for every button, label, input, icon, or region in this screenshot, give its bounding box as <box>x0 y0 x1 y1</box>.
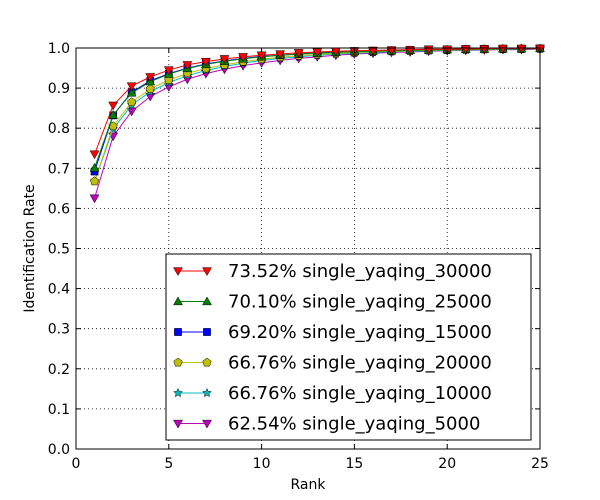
y-axis-label: Identification Rate <box>22 184 38 312</box>
series-line <box>94 47 541 169</box>
legend-label: 66.76% single_yaqing_20000 <box>228 353 492 374</box>
legend-marker <box>173 296 183 306</box>
data-point <box>479 45 490 54</box>
series-group <box>89 43 545 172</box>
axis-ticks: 0 5 10 15 20 25 0.0 0.1 0.2 0.3 0.4 0.5 0.6 0.7 0.8 0.9… <box>48 41 549 472</box>
data-point <box>200 58 211 67</box>
data-point <box>89 176 100 186</box>
legend-marker <box>174 328 182 336</box>
legend-entry: 69.20% single_yaqing_15000 <box>174 322 492 343</box>
legend-marker <box>173 357 183 367</box>
series-group <box>89 45 545 204</box>
series-group <box>89 43 545 186</box>
legend-marker <box>173 267 183 277</box>
legend-marker <box>173 419 183 429</box>
data-point <box>293 49 304 58</box>
series-line <box>94 48 541 199</box>
data-point <box>386 46 397 56</box>
data-point <box>127 97 137 107</box>
y-tick-label: 1.0 <box>48 41 70 57</box>
data-point <box>126 87 137 97</box>
legend-marker <box>202 267 212 277</box>
series-layer <box>89 43 545 204</box>
series-line <box>94 47 540 155</box>
legend-label: 69.20% single_yaqing_15000 <box>228 322 492 343</box>
y-tick-label: 0.0 <box>48 442 70 458</box>
series-line <box>94 47 541 172</box>
data-point <box>238 53 248 62</box>
data-point <box>182 61 193 70</box>
data-point <box>145 84 155 93</box>
legend-label: 66.76% single_yaqing_10000 <box>228 383 492 404</box>
legend-marker <box>202 296 212 306</box>
legend-label: 62.54% single_yaqing_5000 <box>228 414 480 435</box>
legend-entry: 66.76% single_yaqing_20000 <box>173 353 492 374</box>
y-tick-label: 0.4 <box>48 282 70 298</box>
data-point <box>145 73 156 82</box>
x-tick-label: 25 <box>531 456 549 472</box>
x-tick-label: 0 <box>72 456 81 472</box>
legend-entry: 66.76% single_yaqing_10000 <box>173 383 492 404</box>
y-tick-label: 0.6 <box>48 201 70 217</box>
y-tick-label: 0.8 <box>48 121 70 137</box>
y-tick-label: 0.1 <box>48 402 70 418</box>
data-point <box>516 44 527 54</box>
x-tick-label: 20 <box>438 456 456 472</box>
y-tick-label: 0.5 <box>48 242 70 258</box>
data-point <box>460 45 471 54</box>
data-point <box>312 48 323 58</box>
series-group <box>89 44 545 160</box>
legend-label: 73.52% single_yaqing_30000 <box>228 261 492 282</box>
data-point <box>126 82 137 92</box>
data-point <box>219 55 230 64</box>
legend-entry: 62.54% single_yaqing_5000 <box>173 414 480 435</box>
legend-marker <box>202 419 212 429</box>
legend-marker <box>203 328 211 336</box>
data-point <box>108 101 119 111</box>
x-tick-label: 10 <box>253 456 271 472</box>
x-tick-label: 5 <box>164 456 173 472</box>
data-point <box>89 162 100 172</box>
legend-entry: 70.10% single_yaqing_25000 <box>173 292 492 313</box>
legend-label: 70.10% single_yaqing_25000 <box>228 292 492 313</box>
series-group <box>90 44 544 176</box>
data-point <box>497 44 508 54</box>
legend-marker <box>173 387 183 398</box>
data-point <box>89 194 100 204</box>
legend-marker <box>202 387 212 398</box>
y-tick-label: 0.9 <box>48 81 70 97</box>
legend-box <box>165 253 532 441</box>
data-point <box>163 66 174 76</box>
y-tick-label: 0.3 <box>48 322 70 338</box>
data-point <box>89 150 100 160</box>
legend-entry: 73.52% single_yaqing_30000 <box>173 261 492 282</box>
data-point <box>368 46 378 56</box>
x-tick-label: 15 <box>345 456 363 472</box>
data-point <box>126 107 137 117</box>
legend: 73.52% single_yaqing_30000 70.10% single_… <box>165 253 532 441</box>
series-line <box>94 48 541 182</box>
series-group <box>89 43 545 186</box>
y-tick-label: 0.7 <box>48 161 70 177</box>
x-axis-label: Rank <box>291 477 327 493</box>
legend-marker <box>202 357 212 367</box>
data-point <box>275 50 286 60</box>
series-line <box>94 48 540 182</box>
data-point <box>108 109 119 119</box>
y-tick-label: 0.2 <box>48 362 70 378</box>
